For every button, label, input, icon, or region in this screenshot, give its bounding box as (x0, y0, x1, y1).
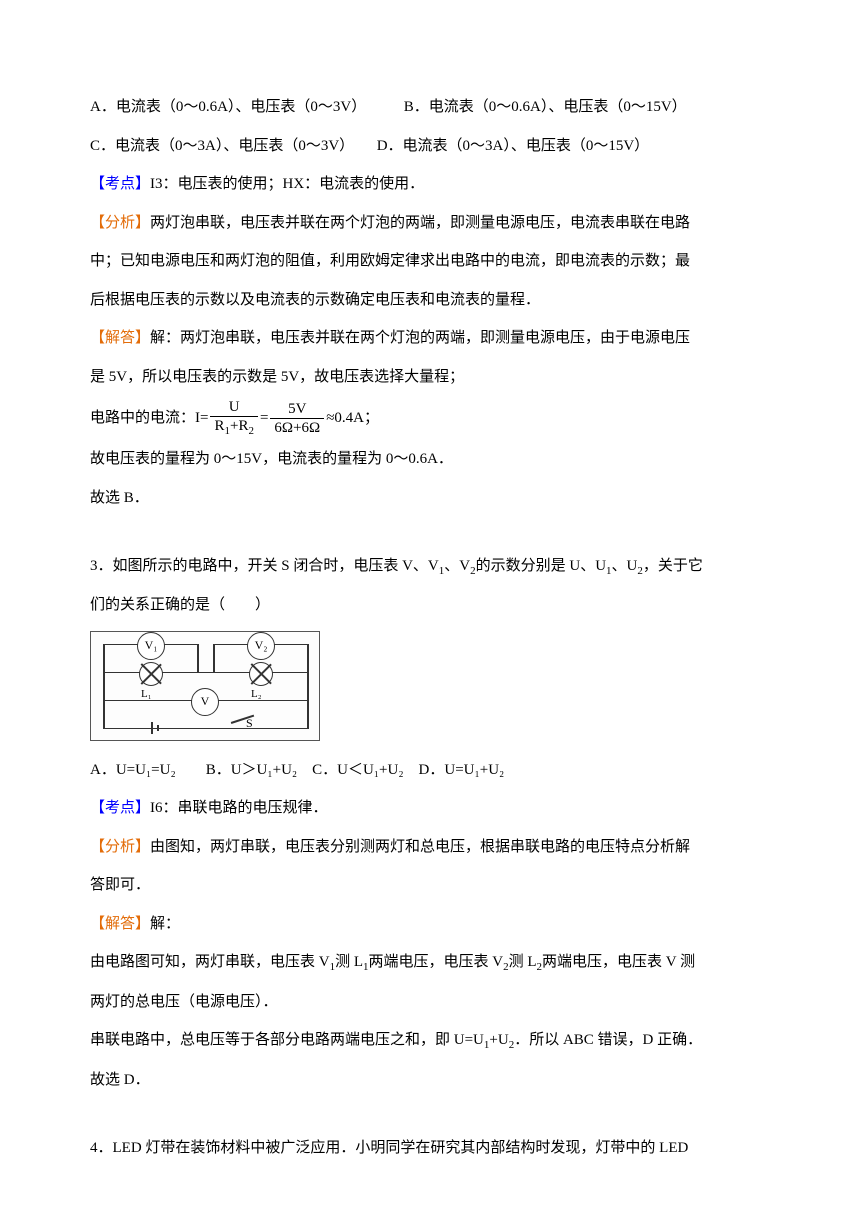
voltmeter-v1-icon: V₁ (137, 632, 165, 660)
q3-fenxi-line1: 【分析】由图知，两灯串联，电压表分别测两灯和总电压，根据串联电路的电压特点分析解 (90, 830, 770, 865)
lamp-l1-label: L₁ (141, 682, 152, 707)
q2-kaodian: 【考点】I3：电压表的使用；HX：电流表的使用． (90, 167, 770, 202)
q3-fenxi-line2: 答即可． (90, 868, 770, 903)
q2-options-row2: C．电流表（0～3A）、电压表（0～3V） D．电流表（0～3A）、电压表（0～… (90, 129, 770, 164)
kaodian-text: I3：电压表的使用；HX：电流表的使用． (150, 176, 424, 192)
kaodian-label: 【考点】 (90, 800, 150, 816)
q2-option-a: A．电流表（0～0.6A）、电压表（0～3V） (90, 99, 366, 115)
q2-option-b: B．电流表（0～0.6A）、电压表（0～15V） (404, 99, 687, 115)
lamp-l2-label: L₂ (251, 682, 262, 707)
q3-jieda-line1: 由电路图可知，两灯串联，电压表 V1测 L1两端电压，电压表 V2测 L2两端电… (90, 945, 770, 980)
voltmeter-v-icon: V (191, 688, 219, 716)
jieda-label: 【解答】 (90, 916, 150, 932)
q3-answer: 故选 D． (90, 1063, 770, 1098)
jieda-text: 解：两灯泡串联，电压表并联在两个灯泡的两端，即测量电源电压，由于电源电压 (150, 330, 690, 346)
kaodian-text: I6：串联电路的电压规律． (150, 800, 328, 816)
switch-label: S (246, 710, 253, 738)
q2-option-c: C．电流表（0～3A）、电压表（0～3V） (90, 138, 354, 154)
q3-jieda-line0: 【解答】解： (90, 907, 770, 942)
q2-formula: 电路中的电流：I= U R1+R2 = 5V 6Ω+6Ω ≈0.4A； (90, 398, 770, 438)
fenxi-text: 两灯泡串联，电压表并联在两个灯泡的两端，即测量电源电压，电流表串联在电路 (150, 215, 690, 231)
q3-kaodian: 【考点】I6：串联电路的电压规律． (90, 791, 770, 826)
circuit-diagram: V₁ V₂ L₁ L₂ V S (90, 631, 320, 741)
q3-options: A．U=U₁=U₂ B．U＞U₁+U₂ C．U＜U₁+U₂ D．U=U₁+U₂ (90, 753, 770, 788)
q2-jieda-line2: 是 5V，所以电压表的示数是 5V，故电压表选择大量程； (90, 360, 770, 395)
q2-fenxi-line2: 中；已知电源电压和两灯泡的阻值，利用欧姆定律求出电路中的电流，即电流表的示数；最 (90, 244, 770, 279)
formula-eq: = (260, 401, 268, 436)
q2-jieda-line1: 【解答】解：两灯泡串联，电压表并联在两个灯泡的两端，即测量电源电压，由于电源电压 (90, 321, 770, 356)
q4-stem: 4．LED 灯带在装饰材料中被广泛应用．小明同学在研究其内部结构时发现，灯带中的… (90, 1131, 770, 1166)
fraction-2: 5V 6Ω+6Ω (270, 400, 324, 437)
fenxi-label: 【分析】 (90, 839, 150, 855)
q2-fenxi-line3: 后根据电压表的示数以及电流表的示数确定电压表和电流表的量程． (90, 283, 770, 318)
q3-stem-line2: 们的关系正确的是（ ） (90, 588, 770, 623)
fenxi-label: 【分析】 (90, 215, 150, 231)
formula-prefix: 电路中的电流：I= (90, 401, 208, 436)
voltmeter-v2-icon: V₂ (247, 632, 275, 660)
q3-jieda-line3: 串联电路中，总电压等于各部分电路两端电压之和，即 U=U1+U2．所以 ABC … (90, 1023, 770, 1058)
formula-suffix: ≈0.4A； (326, 401, 379, 436)
q3-jieda-line2: 两灯的总电压（电源电压）． (90, 985, 770, 1020)
q2-fenxi-line1: 【分析】两灯泡串联，电压表并联在两个灯泡的两端，即测量电源电压，电流表串联在电路 (90, 206, 770, 241)
document-page: A．电流表（0～0.6A）、电压表（0～3V） B．电流表（0～0.6A）、电压… (0, 0, 860, 1230)
q2-jieda-line3: 故电压表的量程为 0～15V，电流表的量程为 0～0.6A． (90, 442, 770, 477)
kaodian-label: 【考点】 (90, 176, 150, 192)
fraction-1: U R1+R2 (210, 398, 257, 438)
fenxi-text: 由图知，两灯串联，电压表分别测两灯和总电压，根据串联电路的电压特点分析解 (150, 839, 690, 855)
jieda-label: 【解答】 (90, 330, 150, 346)
q3-stem-line1: 3．如图所示的电路中，开关 S 闭合时，电压表 V、V1、V2的示数分别是 U、… (90, 549, 770, 584)
q2-options-row1: A．电流表（0～0.6A）、电压表（0～3V） B．电流表（0～0.6A）、电压… (90, 90, 770, 125)
q2-answer: 故选 B． (90, 481, 770, 516)
q2-option-d: D．电流表（0～3A）、电压表（0～15V） (377, 138, 650, 154)
